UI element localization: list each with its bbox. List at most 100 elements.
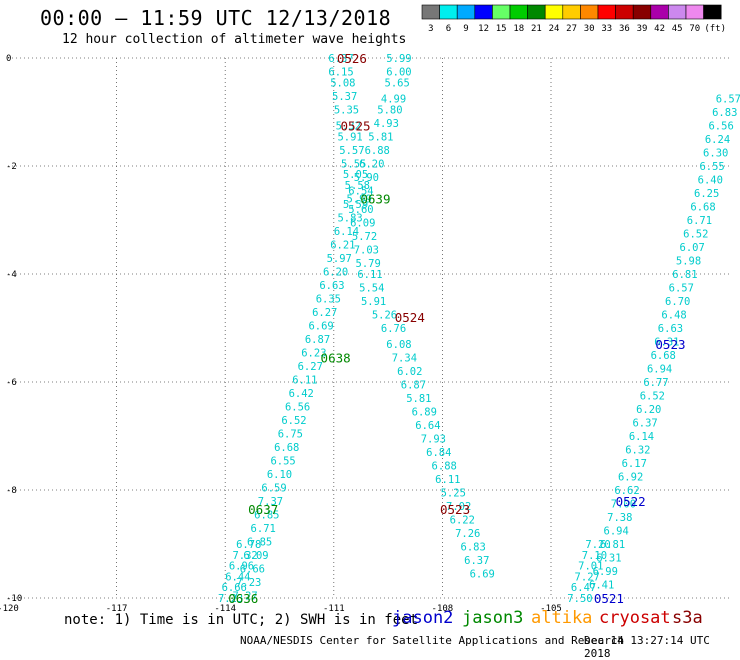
wave-height-point: 6.71	[251, 523, 276, 535]
wave-height-point: 6.88	[365, 145, 390, 157]
wave-height-point: 4.93	[374, 118, 399, 130]
wave-height-point: 6.10	[267, 469, 292, 481]
wave-height-point: 6.07	[680, 242, 705, 254]
wave-height-point: 6.66	[240, 563, 265, 575]
wave-height-point: 6.84	[426, 447, 451, 459]
wave-height-point: 6.14	[334, 226, 359, 238]
wave-height-point: 6.37	[464, 555, 489, 567]
y-tick-label: -4	[6, 270, 17, 280]
wave-height-point: 6.52	[683, 229, 708, 241]
wave-height-point: 5.91	[361, 296, 386, 308]
wave-height-point: 6.87	[401, 380, 426, 392]
wave-height-point: 7.34	[392, 353, 417, 365]
wave-height-point: 5.99	[386, 53, 411, 65]
wave-height-point: 5.97	[327, 253, 352, 265]
wave-height-point: 6.47	[571, 582, 596, 594]
wave-height-point: 6.08	[386, 339, 411, 351]
wave-height-point: 7.20	[585, 539, 610, 551]
wave-height-point: 6.68	[274, 442, 299, 454]
wave-height-point: 6.25	[694, 188, 719, 200]
wave-height-point: 7.38	[607, 512, 632, 524]
wave-height-point: 6.64	[415, 420, 440, 432]
wave-height-point: 7.03	[354, 245, 379, 257]
wave-height-point: 6.56	[285, 401, 310, 413]
wave-height-point: 6.27	[298, 361, 323, 373]
pass-time-label: 0639	[360, 191, 390, 206]
page-subtitle: 12 hour collection of altimeter wave hei…	[62, 32, 407, 47]
wave-height-point: 5.72	[352, 231, 377, 243]
wave-height-point: 7.27	[575, 571, 600, 583]
wave-height-point: 6.87	[305, 334, 330, 346]
wave-height-point: 5.65	[385, 77, 410, 89]
wave-height-point: 6.31	[596, 553, 621, 565]
credit-line: NOAA/NESDIS Center for Satellite Applica…	[240, 634, 625, 647]
y-tick-label: 0	[6, 54, 11, 64]
wave-height-point: 6.55	[270, 455, 295, 467]
wave-height-point: 7.23	[236, 577, 261, 589]
wave-height-point: 6.59	[261, 482, 286, 494]
wave-height-point: 6.92	[618, 472, 643, 484]
wave-height-point: 6.83	[461, 542, 486, 554]
pass-time-label: 0521	[594, 591, 624, 606]
wave-height-point: 6.56	[708, 121, 733, 133]
wave-height-point: 5.91	[337, 131, 362, 143]
x-tick-label: -105	[540, 604, 562, 614]
wave-height-point: 6.09	[243, 550, 268, 562]
wave-height-point: 7.02	[446, 501, 471, 513]
wave-height-point: 5.55	[341, 158, 366, 170]
wave-height-point: 6.37	[632, 418, 657, 430]
wave-height-point: 6.52	[640, 391, 665, 403]
wave-height-point: 5.81	[368, 131, 393, 143]
wave-height-point: 6.68	[690, 202, 715, 214]
wave-height-point: 5.35	[334, 104, 359, 116]
wave-height-point: 6.68	[651, 350, 676, 362]
wave-height-point: 4.99	[381, 94, 406, 106]
wave-height-point: 7.01	[578, 561, 603, 573]
y-tick-label: -10	[6, 594, 22, 604]
wave-height-point: 6.71	[687, 215, 712, 227]
wave-height-point: 6.85	[254, 509, 279, 521]
wave-height-point: 6.48	[661, 310, 686, 322]
wave-height-point: 6.81	[600, 539, 625, 551]
generated-timestamp: Dec 14 13:27:14 UTC 2018	[584, 634, 710, 660]
page-title: 00:00 – 11:59 UTC 12/13/2018	[40, 6, 392, 30]
wave-height-point: 6.30	[703, 148, 728, 160]
wave-height-point: 6.69	[308, 320, 333, 332]
x-tick-label: -111	[323, 604, 345, 614]
wave-height-point: 7.00	[611, 499, 636, 511]
wave-height-point: 6.24	[705, 134, 730, 146]
wave-height-point: 6.63	[658, 323, 683, 335]
wave-height-point: 5.57	[339, 145, 364, 157]
pass-time-label: 0638	[321, 351, 351, 366]
wave-height-point: 6.76	[381, 323, 406, 335]
wave-height-point: 6.85	[247, 536, 272, 548]
wave-height-point: 5.98	[676, 256, 701, 268]
wave-height-point: 7.32	[232, 550, 257, 562]
wave-height-point: 6.35	[316, 293, 341, 305]
wave-height-point: 5.59	[343, 199, 368, 211]
wave-height-point: 6.44	[225, 571, 250, 583]
wave-height-point: 6.88	[432, 461, 457, 473]
wave-height-point: 5.08	[330, 77, 355, 89]
wave-height-point: 6.70	[665, 296, 690, 308]
pass-time-label: 0523	[655, 337, 685, 352]
wave-height-point: 6.78	[236, 539, 261, 551]
wave-height-point: 6.52	[281, 415, 306, 427]
satellite-legend-item: jason2	[392, 608, 454, 628]
wave-height-point: 6.66	[222, 582, 247, 594]
wave-height-point: 6.77	[643, 377, 668, 389]
wave-height-point: 6.14	[629, 431, 654, 443]
pass-time-label: 0637	[248, 502, 278, 517]
wave-height-point: 6.11	[357, 269, 382, 281]
wave-height-point: 5.25	[441, 488, 466, 500]
wave-height-point: 6.57	[716, 94, 740, 106]
pass-time-label: 0522	[616, 494, 646, 509]
wave-height-point: 7.27	[232, 590, 257, 602]
wave-height-point: 6.20	[323, 266, 348, 278]
wave-height-point: 5.81	[406, 393, 431, 405]
pass-time-label: 0523	[440, 502, 470, 517]
wave-height-point: 6.42	[289, 388, 314, 400]
x-tick-label: -114	[214, 604, 236, 614]
x-tick-label: -120	[0, 604, 19, 614]
